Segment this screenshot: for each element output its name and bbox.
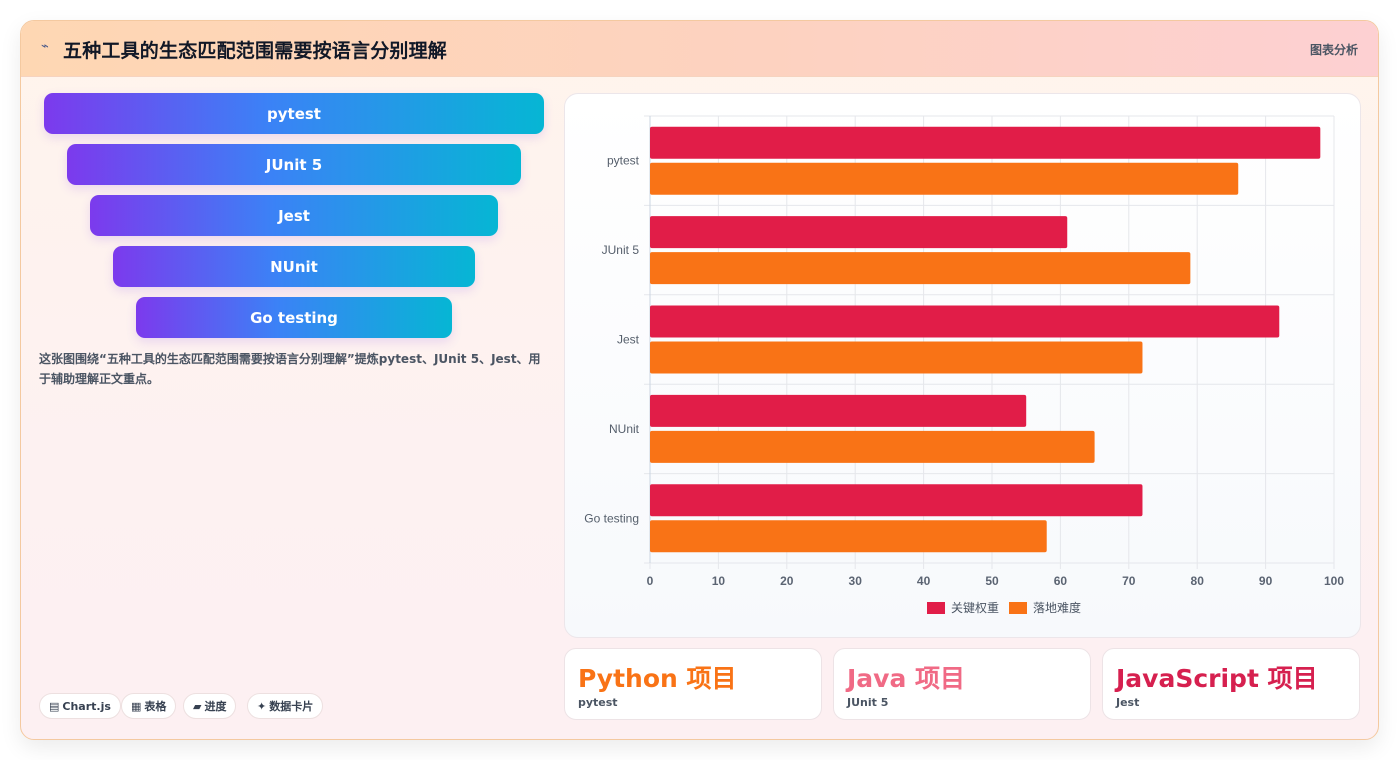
chip-label: Chart.js (62, 699, 111, 713)
y-tick-label: Go testing (584, 511, 639, 525)
chart-analysis-label: 图表分析 (1309, 43, 1358, 57)
stat-value: Python 项目 (578, 664, 737, 693)
funnel-step-nunit: NUnit (113, 246, 475, 287)
legend-swatch (1009, 602, 1027, 614)
stat-value: JavaScript 项目 (1116, 664, 1318, 693)
bar-chart: pytest JUnit 5 Jest NUnit Go testing 0 10 20 30 4… (584, 115, 1344, 615)
main-card: ⌁ 五种工具的生态匹配范围需要按语言分别理解 图表分析 pytest JUnit… (20, 20, 1379, 740)
x-tick-label: 90 (1259, 574, 1273, 588)
chip-label: 数据卡片 (269, 700, 314, 713)
x-tick-label: 60 (1054, 574, 1068, 588)
legend-label: 落地难度 (1033, 600, 1081, 615)
funnel-step-jest: Jest (90, 195, 498, 236)
page-title: 五种工具的生态匹配范围需要按语言分别理解 (63, 40, 448, 62)
chip-label: 表格 (144, 700, 167, 713)
y-tick-label: JUnit 5 (602, 243, 640, 257)
table-icon: ▦ (131, 699, 142, 713)
chip-label: 进度 (204, 700, 227, 713)
chip-data-card[interactable]: ✦ 数据卡片 (247, 693, 324, 719)
funnel-step-junit5: JUnit 5 (67, 144, 521, 185)
x-tick-label: 20 (780, 574, 794, 588)
progress-icon: ▰ (193, 699, 202, 713)
card-header: ⌁ 五种工具的生态匹配范围需要按语言分别理解 图表分析 (21, 21, 1378, 77)
x-tick-label: 50 (985, 574, 999, 588)
x-tick-label: 40 (917, 574, 931, 588)
bar-0-0 (650, 126, 1321, 159)
bar-0-1 (650, 216, 1068, 249)
bar-0-3 (650, 394, 1027, 427)
funnel-step-pytest: pytest (44, 93, 544, 134)
sparkle-icon: ⌁ (41, 39, 49, 54)
card-icon: ✦ (257, 699, 267, 713)
bar-1-0 (650, 162, 1239, 195)
x-tick-label: 10 (712, 574, 726, 588)
stat-label: pytest (578, 696, 618, 709)
stat-card-python: Python 项目 pytest (564, 648, 822, 720)
x-tick-label: 30 (849, 574, 863, 588)
chip-table[interactable]: ▦ 表格 (121, 693, 177, 719)
x-tick-label: 100 (1324, 574, 1344, 588)
legend-swatch (927, 602, 945, 614)
chart-panel: pytest JUnit 5 Jest NUnit Go testing 0 10 20 30 4… (564, 93, 1361, 638)
bar-1-2 (650, 341, 1143, 374)
x-tick-label: 70 (1122, 574, 1136, 588)
x-tick-label: 80 (1191, 574, 1205, 588)
stat-card-java: Java 项目 JUnit 5 (833, 648, 1091, 720)
funnel-step-go-testing: Go testing (136, 297, 452, 338)
stat-label: Jest (1116, 696, 1140, 709)
chart-description: 这张图围绕“五种工具的生态匹配范围需要按语言分别理解”提炼pytest、JUni… (39, 352, 541, 386)
stat-label: JUnit 5 (847, 696, 889, 709)
legend-label: 关键权重 (951, 601, 999, 615)
bar-1-3 (650, 430, 1095, 463)
bar-1-4 (650, 520, 1047, 553)
chart-icon: ▤ (49, 699, 60, 713)
y-tick-label: pytest (607, 154, 640, 168)
bar-0-2 (650, 305, 1280, 338)
chip-progress[interactable]: ▰ 进度 (183, 693, 237, 719)
x-tick-label: 0 (647, 574, 654, 588)
stat-value: Java 项目 (847, 664, 966, 693)
stat-card-javascript: JavaScript 项目 Jest (1102, 648, 1360, 720)
bar-1-1 (650, 252, 1191, 285)
bar-0-4 (650, 484, 1143, 517)
y-tick-label: Jest (617, 333, 640, 347)
y-tick-label: NUnit (609, 422, 640, 436)
chip-chartjs[interactable]: ▤ Chart.js (39, 693, 121, 719)
